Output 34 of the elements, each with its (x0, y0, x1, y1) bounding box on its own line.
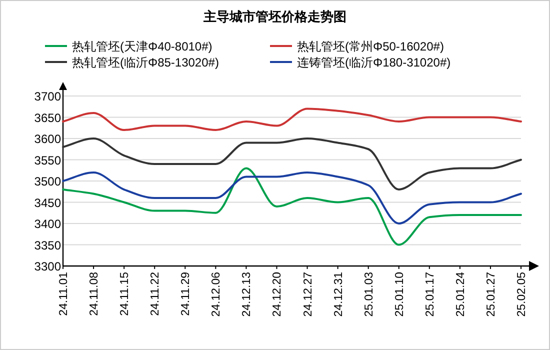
y-tick-label: 3500 (34, 174, 62, 188)
y-tick-label: 3350 (34, 238, 62, 252)
x-tick-label: 24.11.22 (150, 272, 162, 316)
legend-label: 热轧管坯(临沂Φ85-13020#) (72, 56, 219, 70)
y-tick-label: 3700 (34, 90, 62, 104)
legend-label: 热轧管坯(常州Φ50-16020#) (297, 40, 444, 54)
x-tick-label: 24.11.08 (88, 272, 101, 316)
line-series (62, 138, 522, 190)
x-tick-label: 24.11.15 (119, 272, 132, 316)
chart-title: 主导城市管坯价格走势图 (202, 9, 346, 24)
x-tick-label: 24.12.27 (302, 272, 314, 317)
line-series (62, 167, 522, 246)
x-tick-label: 25.01.27 (485, 272, 498, 317)
legend-label: 热轧管坯(天津Φ40-8010#) (72, 40, 212, 54)
x-tick-label: 24.12.20 (272, 272, 284, 317)
x-tick-label: 25.01.17 (424, 272, 436, 317)
y-tick-label: 3650 (34, 110, 62, 125)
x-tick-label: 24.11.01 (58, 272, 70, 316)
y-tick-label: 3400 (34, 217, 62, 231)
legend-label: 连铸管坯(临沂Φ180-31020#) (297, 56, 451, 70)
x-tick-label: 24.11.29 (180, 272, 192, 316)
y-tick-label: 3450 (34, 196, 62, 210)
y-tick-label: 3600 (34, 132, 62, 146)
x-tick-label: 25.01.03 (363, 272, 376, 317)
x-tick-label: 25.01.24 (454, 271, 467, 317)
y-tick-label: 3550 (34, 153, 62, 168)
x-tick-label: 24.12.06 (210, 272, 223, 317)
x-tick-label: 24.12.31 (332, 272, 345, 317)
line-series (62, 172, 522, 224)
x-tick-label: 24.12.13 (241, 272, 254, 317)
line-series (62, 108, 522, 131)
y-tick-label: 3300 (34, 260, 62, 274)
x-tick-label: 25.01.10 (394, 272, 406, 317)
x-tick-label: 25.02.05 (516, 272, 528, 317)
